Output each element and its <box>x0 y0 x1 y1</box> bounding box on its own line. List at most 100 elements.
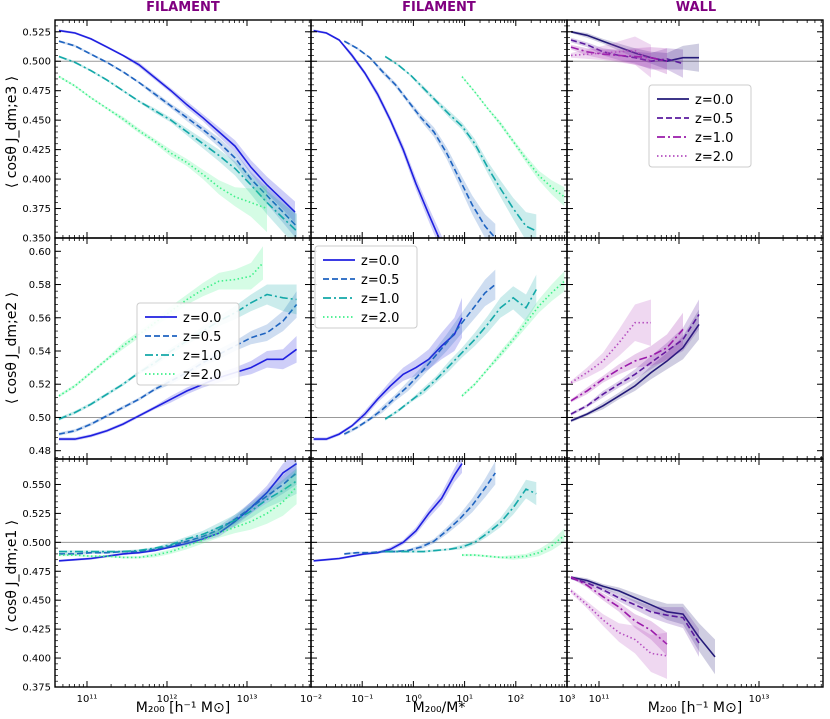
band-z=0.5 <box>344 461 496 556</box>
series-line-z=1.0 <box>570 328 684 402</box>
series-group <box>313 459 565 562</box>
panel-r2c3 <box>566 237 824 460</box>
band-z=1.0 <box>59 468 297 553</box>
x-tick-label: 10¹¹ <box>589 694 610 705</box>
series-line-z=0.0 <box>570 31 699 63</box>
y-tick-label: 0.375 <box>22 204 51 215</box>
panel-frame <box>566 237 824 460</box>
series-line-z=0.0 <box>59 348 298 440</box>
legend-label: z=2.0 <box>361 311 399 326</box>
y-tick-label: 0.52 <box>29 380 51 391</box>
y-tick-label: 0.450 <box>22 596 51 607</box>
y-tick-label: 0.550 <box>22 480 51 491</box>
series-group <box>570 30 699 78</box>
band-z=1.0 <box>385 274 537 421</box>
legend-label: z=0.0 <box>695 93 733 108</box>
y-tick-label: 0.475 <box>22 86 51 97</box>
series-line-z=1.0 <box>59 480 298 553</box>
y-tick-label: 0.400 <box>22 175 51 186</box>
band-z=0.0 <box>59 459 297 562</box>
series-line-z=0.0 <box>58 462 298 562</box>
band-z=2.0 <box>571 299 651 385</box>
panel-r3c1: 10¹¹ 10¹² 10¹³ M₂₀₀ [h⁻¹ M⊙] 0.375 0.400 0.425… <box>22 458 312 716</box>
y-tick-label: 0.58 <box>29 280 51 291</box>
legend-label: z=0.5 <box>183 330 221 345</box>
y-axis-label-row3: ⟨ cosθ J_dm;e1 ⟩ <box>4 520 20 632</box>
legend-box <box>314 245 418 329</box>
series-line-z=0.0 <box>313 29 440 238</box>
column-title-filament-ratio: FILAMENT <box>402 0 476 15</box>
y-tick-label: 0.525 <box>22 509 51 520</box>
band-z=2.0 <box>462 75 565 207</box>
x-tick-label: 10⁻¹ <box>351 694 373 705</box>
series-group <box>570 575 716 679</box>
series-line-z=0.5 <box>570 39 684 65</box>
y-tick-label: 0.425 <box>22 145 51 156</box>
band-z=2.0 <box>462 528 565 560</box>
series-line-z=2.0 <box>461 280 565 397</box>
y-axis-label-row2: ⟨ cosθ J_dm;e2 ⟩ <box>4 292 20 404</box>
series-line-z=1.0 <box>58 55 298 232</box>
series-line-z=2.0 <box>461 76 565 198</box>
series-group <box>570 299 700 423</box>
y-tick-label: 0.425 <box>22 625 51 636</box>
series-line-z=0.5 <box>344 472 496 555</box>
y-axis-label-row1: ⟨ cosθ J_dm;e3 ⟩ <box>4 76 20 188</box>
panel-r1c2 <box>310 19 568 239</box>
x-tick-label: 10¹³ <box>749 694 770 705</box>
band-z=0.5 <box>571 577 699 657</box>
y-tick-label: 0.56 <box>29 313 51 324</box>
x-tick-label: 10¹ <box>456 694 473 705</box>
y-tick-label: 0.60 <box>29 247 51 258</box>
series-group <box>58 29 298 238</box>
panel-r1c1: 0.350 0.375 0.400 0.425 0.450 0.475 0.500 0.525 <box>22 19 312 245</box>
panel-r1c3: z=0.0 z=0.5 z=1.0 z=2.0 <box>566 19 824 239</box>
x-tick-label: 10⁰ <box>405 694 422 705</box>
series-line-z=0.5 <box>570 313 700 415</box>
series-line-z=0.5 <box>570 577 700 644</box>
y-tick-label: 0.500 <box>22 538 51 549</box>
x-tick-label: 10¹³ <box>237 694 258 705</box>
y-tick-label: 0.48 <box>29 446 51 457</box>
column-title-wall: WALL <box>676 0 716 15</box>
y-tick-label: 0.475 <box>22 567 51 578</box>
series-line-z=1.0 <box>384 289 537 420</box>
series-line-z=0.5 <box>59 472 298 555</box>
legend-label: z=0.0 <box>183 311 221 326</box>
band-z=1.0 <box>59 55 297 238</box>
panels-group: 0.350 0.375 0.400 0.425 0.450 0.475 0.500 0.525… <box>22 19 824 716</box>
series-group <box>313 269 565 441</box>
legend-label: z=2.0 <box>695 150 733 165</box>
series-line-z=2.0 <box>570 590 668 657</box>
band-z=0.0 <box>571 575 715 675</box>
series-line-z=0.0 <box>58 29 296 213</box>
series-line-z=2.0 <box>462 534 565 559</box>
legend-label: z=0.5 <box>695 112 733 127</box>
series-line-z=2.0 <box>570 49 652 62</box>
band-z=0.0 <box>313 459 462 562</box>
column-title-filament-mass: FILAMENT <box>146 0 220 15</box>
legend-label: z=1.0 <box>361 292 399 307</box>
x-tick-label: 10¹² <box>157 694 178 705</box>
band-z=0.5 <box>571 37 683 78</box>
legend-label: z=1.0 <box>183 349 221 364</box>
series-line-z=0.0 <box>313 463 463 562</box>
x-tick-label: 10³ <box>559 694 576 705</box>
y-tick-label: 0.50 <box>29 413 51 424</box>
legend-label: z=0.0 <box>361 254 399 269</box>
band-z=2.0 <box>462 271 565 398</box>
series-line-z=0.0 <box>570 323 700 422</box>
x-tick-label: 10⁻² <box>300 694 322 705</box>
legend-label: z=0.5 <box>361 273 399 288</box>
y-tick-label: 0.54 <box>29 346 51 357</box>
legend-box <box>648 84 752 168</box>
band-z=1.0 <box>571 312 683 403</box>
band-z=1.0 <box>571 44 667 75</box>
series-line-z=0.0 <box>570 576 716 658</box>
series-line-z=1.0 <box>570 576 668 645</box>
legend: z=0.0 z=0.5 z=1.0 z=2.0 <box>648 84 752 168</box>
y-tick-label: 0.375 <box>22 683 51 694</box>
series-line-z=2.0 <box>59 486 298 559</box>
legend-label: z=1.0 <box>695 131 733 146</box>
